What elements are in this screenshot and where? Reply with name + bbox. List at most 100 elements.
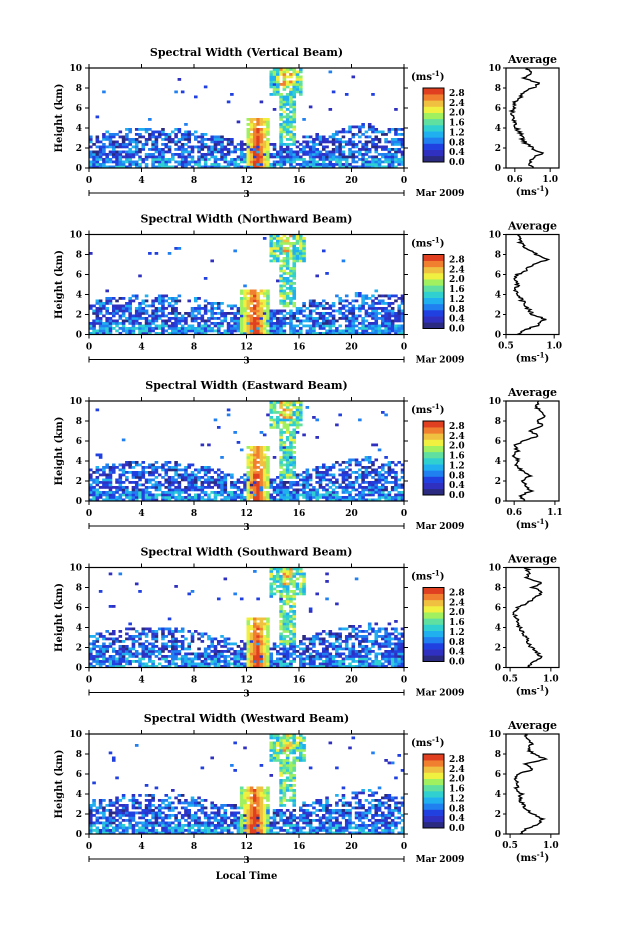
heatmap-cell [246, 148, 251, 151]
heatmap-cell [361, 655, 365, 658]
heatmap-cell [125, 496, 129, 499]
heatmap-cell [289, 155, 293, 159]
heatmap-cell [312, 637, 316, 641]
heatmap-cell [180, 150, 185, 154]
heatmap-cell [177, 657, 182, 661]
heatmap-cell [105, 329, 109, 333]
heatmap-cell [203, 307, 208, 310]
heatmap-cell [282, 473, 287, 477]
heatmap-cell [266, 289, 270, 293]
heatmap-cell [144, 138, 149, 141]
heatmap-cell [262, 329, 267, 333]
heatmap-cell [154, 332, 159, 335]
heatmap-cell [289, 642, 293, 646]
heatmap-cell [203, 160, 208, 164]
heatmap-cell [154, 493, 159, 497]
heatmap-cell [341, 496, 346, 499]
heatmap-cell [285, 294, 290, 298]
heatmap-cell [341, 140, 346, 144]
heatmap-cell [285, 456, 290, 459]
heatmap-cell [276, 78, 280, 81]
heatmap-cell [105, 299, 109, 303]
heatmap-cell [279, 259, 283, 263]
heatmap-cell [387, 468, 392, 472]
heatmap-cell [216, 312, 221, 315]
heatmap-cell [315, 436, 319, 439]
heatmap-cell [302, 249, 306, 253]
heatmap-cell [89, 652, 93, 656]
heatmap-cell [121, 327, 126, 330]
heatmap-cell [364, 312, 369, 315]
heatmap-cell [226, 647, 231, 651]
heatmap-cell [397, 491, 402, 494]
heatmap-cell [400, 468, 405, 472]
heatmap-cell [292, 297, 297, 300]
heatmap-cell [262, 647, 267, 651]
heatmap-cell [115, 307, 119, 310]
heatmap-cell [285, 279, 290, 283]
heatmap-cell [348, 655, 352, 658]
heatmap-cell [125, 319, 129, 323]
heatmap-cell [292, 143, 297, 146]
heatmap-cell [325, 307, 329, 310]
heatmap-cell [364, 153, 369, 156]
heatmap-cell [154, 665, 159, 668]
heatmap-cell [115, 133, 119, 136]
heatmap-cell [299, 401, 303, 404]
heatmap-cell [318, 466, 323, 469]
heatmap-cell [125, 471, 129, 474]
heatmap-cell [351, 650, 356, 653]
heatmap-cell [233, 498, 237, 502]
heatmap-cell [95, 652, 100, 656]
heatmap-cell [164, 461, 169, 464]
heatmap-cell [256, 453, 260, 457]
heatmap-cell [259, 630, 264, 633]
heatmap-cell [115, 481, 119, 484]
heatmap-cell [377, 130, 382, 134]
heatmap-cell [174, 148, 178, 151]
heatmap-cell [207, 466, 211, 469]
heatmap-cell [348, 309, 352, 313]
heatmap-cell [325, 324, 329, 328]
heatmap-cell [305, 637, 310, 641]
heatmap-cell [269, 163, 274, 166]
heatmap-cell [279, 138, 283, 141]
average-y-tick-label: 4 [495, 457, 501, 467]
heatmap-cell [394, 483, 398, 487]
heatmap-cell [125, 145, 129, 149]
heatmap-cell [371, 665, 375, 668]
heatmap-cell [381, 642, 385, 646]
panel-3: Spectral Width (Southward Beam)0246810He… [54, 546, 560, 700]
heatmap-cell [289, 605, 293, 608]
heatmap-cell [282, 580, 287, 583]
heatmap-cell [138, 652, 142, 656]
heatmap-cell [177, 163, 182, 166]
heatmap-cell [213, 158, 218, 161]
heatmap-cell [210, 491, 214, 494]
x-tick-label: 4 [138, 509, 144, 519]
heatmap-cell [285, 585, 290, 588]
heatmap-cell [256, 128, 260, 131]
heatmap-cell [102, 302, 106, 305]
heatmap-cell [295, 481, 300, 484]
heatmap-cell [148, 647, 152, 651]
heatmap-cell [354, 471, 359, 474]
heatmap-cell [374, 471, 379, 474]
heatmap-cell [190, 640, 195, 643]
heatmap-cell [354, 332, 359, 335]
heatmap-cell [246, 640, 251, 643]
heatmap-cell [223, 314, 228, 318]
heatmap-cell [131, 496, 136, 499]
heatmap-cell [253, 118, 257, 121]
heatmap-cell [118, 660, 123, 663]
heatmap-cell [282, 570, 287, 573]
heatmap-cell [213, 491, 218, 494]
heatmap-cell [354, 488, 359, 492]
heatmap-cell [358, 630, 362, 633]
heatmap-cell [125, 309, 129, 313]
heatmap-cell [328, 657, 333, 661]
x-tick-label: 16 [293, 176, 306, 186]
heatmap-cell [253, 458, 257, 462]
heatmap-cell [89, 332, 93, 335]
heatmap-cell [239, 493, 244, 497]
